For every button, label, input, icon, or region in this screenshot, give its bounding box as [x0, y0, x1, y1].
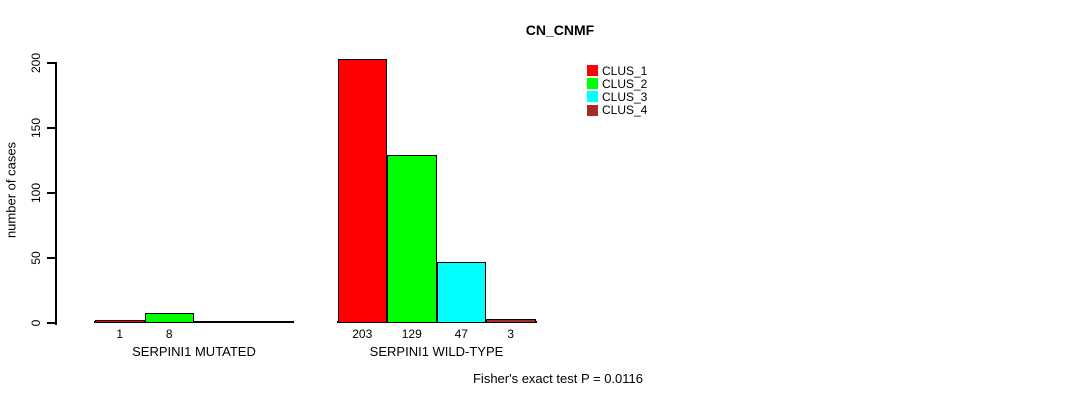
legend-item-clus_1: CLUS_1	[587, 63, 648, 78]
bar-clus_3-wild-type	[436, 261, 486, 323]
bar-value-label: 129	[401, 327, 422, 341]
y-axis-tick-label: 200	[29, 52, 43, 74]
legend-swatch-clus_1	[587, 65, 598, 77]
legend-item-clus_4: CLUS_4	[587, 103, 648, 118]
legend-swatch-clus_2	[587, 78, 598, 90]
bar-value-label: 3	[507, 327, 515, 341]
y-axis-title: number of cases	[3, 141, 19, 239]
bar-clus_1-wild-type	[337, 59, 387, 323]
legend: CLUS_1 CLUS_2 CLUS_3 CLUS_4	[587, 64, 647, 117]
bar-clus_4-wild-type	[486, 319, 536, 323]
y-axis-tick	[47, 127, 55, 129]
chart-title: CN_CNMF	[525, 22, 595, 38]
legend-label: CLUS_1	[602, 63, 648, 78]
legend-label: CLUS_2	[602, 76, 648, 91]
legend-swatch-clus_3	[587, 91, 598, 103]
group-baseline	[94, 321, 294, 323]
fisher-test-annotation: Fisher's exact test P = 0.0116	[472, 371, 644, 386]
y-axis-tick	[47, 257, 55, 259]
y-axis-tick-label: 150	[29, 117, 43, 139]
bar-value-label: 47	[454, 327, 468, 341]
bar-clus_2-mutated	[144, 312, 194, 323]
y-axis-tick	[47, 62, 55, 64]
y-axis-tick-label: 50	[29, 251, 43, 265]
y-axis-tick-label: 0	[29, 319, 43, 327]
bar-value-label: 8	[165, 327, 173, 341]
legend-item-clus_3: CLUS_3	[587, 89, 648, 104]
legend-label: CLUS_4	[602, 103, 648, 118]
bar-value-label: 203	[352, 327, 373, 341]
legend-item-clus_2: CLUS_2	[587, 76, 648, 91]
bar-value-label: 1	[116, 327, 124, 341]
y-axis-tick-label: 100	[29, 182, 43, 204]
y-axis-tick	[47, 192, 55, 194]
category-label-mutated: SERPINI1 MUTATED	[132, 344, 256, 359]
legend-swatch-clus_4	[587, 104, 598, 116]
bar-clus_2-wild-type	[387, 155, 437, 323]
legend-label: CLUS_3	[602, 89, 648, 104]
y-axis-tick	[47, 322, 55, 324]
y-axis-line	[55, 62, 57, 325]
bar-clus_1-mutated	[95, 320, 145, 323]
category-label-wild-type: SERPINI1 WILD-TYPE	[369, 344, 504, 359]
